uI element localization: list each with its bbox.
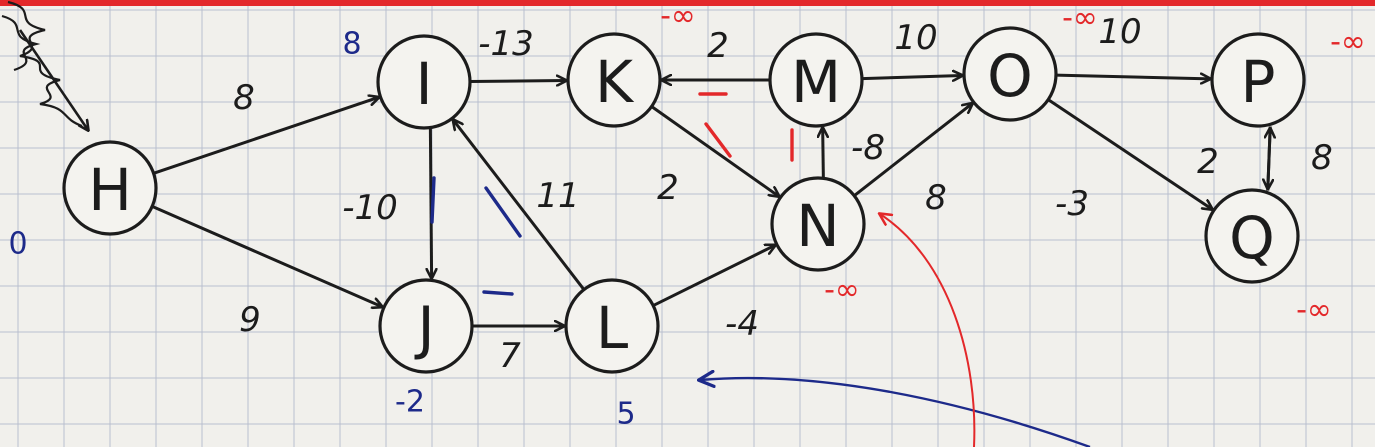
edge-n-o (853, 104, 972, 197)
blue-marks (430, 176, 522, 296)
node-label-j: J (414, 294, 434, 362)
edge-weight-p-q: 2 (1197, 142, 1219, 182)
node-label-o: O (987, 42, 1033, 110)
edge-labels-layer: 8 9 -13 -10 11 7 2 2 -4 -8 10 8 10 -3 2 8 (233, 12, 1333, 376)
edge-i-k (469, 81, 566, 82)
nodes-layer: H I J K L M N O P Q (62, 26, 1306, 374)
edge-o-q (1047, 98, 1212, 210)
edge-weight-i-k: -13 (478, 24, 534, 64)
node-label-h: H (88, 156, 132, 224)
edge-i-j (430, 127, 431, 278)
node-p: P (1210, 32, 1306, 128)
node-label-k: K (595, 48, 635, 116)
edge-weight-n-o: 8 (925, 178, 947, 218)
node-label-q: Q (1229, 204, 1275, 272)
edge-q-p (1268, 129, 1270, 191)
distance-o: -∞ (1062, 1, 1098, 36)
node-k: K (566, 32, 662, 128)
edge-weight-k-n: 2 (657, 168, 679, 208)
node-m: M (768, 32, 864, 128)
edge-m-o (861, 75, 962, 78)
distance-n: -∞ (824, 273, 860, 308)
edge-weight-l-n: -4 (725, 304, 759, 344)
edge-weight-m-k: 2 (707, 26, 729, 66)
edge-weight-h-j: 9 (239, 300, 261, 340)
edge-k-n (650, 105, 779, 197)
red-marks (698, 92, 794, 162)
edge-weight-j-l: 7 (499, 336, 521, 376)
edge-l-n (652, 245, 775, 307)
edge-weight-q-p: 8 (1311, 138, 1333, 178)
node-label-m: M (791, 48, 841, 116)
edge-weight-o-q: -3 (1055, 184, 1089, 224)
edge-l-i (453, 120, 586, 291)
edge-weight-h-i: 8 (233, 78, 255, 118)
edge-n-m (823, 128, 824, 178)
distance-p: -∞ (1330, 25, 1366, 60)
distance-j: -2 (395, 385, 425, 420)
distance-l: 5 (616, 397, 635, 432)
node-label-p: P (1241, 48, 1276, 116)
node-o: O (962, 26, 1058, 122)
node-h: H (62, 140, 158, 236)
distance-k: -∞ (660, 0, 696, 34)
red-curved-arrow (880, 214, 976, 447)
node-label-i: I (415, 50, 432, 118)
distance-labels-layer: 0 8 -2 5 -∞ -∞ -∞ -∞ -∞ (8, 0, 1365, 432)
node-label-n: N (796, 192, 839, 260)
distance-i: 8 (342, 27, 361, 62)
edge-h-i (153, 97, 379, 175)
edge-weight-i-j: -10 (342, 188, 398, 228)
distance-h: 0 (8, 227, 27, 262)
edges-layer (151, 75, 1270, 326)
blue-curved-arrow (700, 378, 1091, 447)
node-label-l: L (596, 294, 628, 362)
edge-o-p (1055, 75, 1210, 79)
start-scribble (1, 0, 88, 130)
edge-weight-n-m: -8 (851, 128, 885, 168)
edge-h-j (151, 205, 382, 306)
node-n: N (770, 176, 866, 272)
top-margin-stripe (0, 0, 1375, 6)
edge-weight-m-o: 10 (894, 18, 937, 58)
edge-weight-o-p: 10 (1098, 12, 1141, 52)
node-l: L (564, 278, 660, 374)
node-q: Q (1204, 188, 1300, 284)
node-j: J (378, 278, 474, 374)
distance-q: -∞ (1296, 293, 1332, 328)
node-i: I (376, 34, 472, 130)
edge-weight-l-i: 11 (536, 176, 579, 216)
